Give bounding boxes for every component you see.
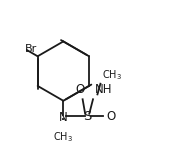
Text: N: N [59,111,68,124]
Text: CH$_3$: CH$_3$ [53,130,73,144]
Text: CH$_3$: CH$_3$ [102,68,122,82]
Text: Br: Br [25,44,37,54]
Text: S: S [84,110,92,123]
Text: O: O [106,110,115,123]
Text: O: O [76,83,85,96]
Text: NH: NH [94,83,112,96]
